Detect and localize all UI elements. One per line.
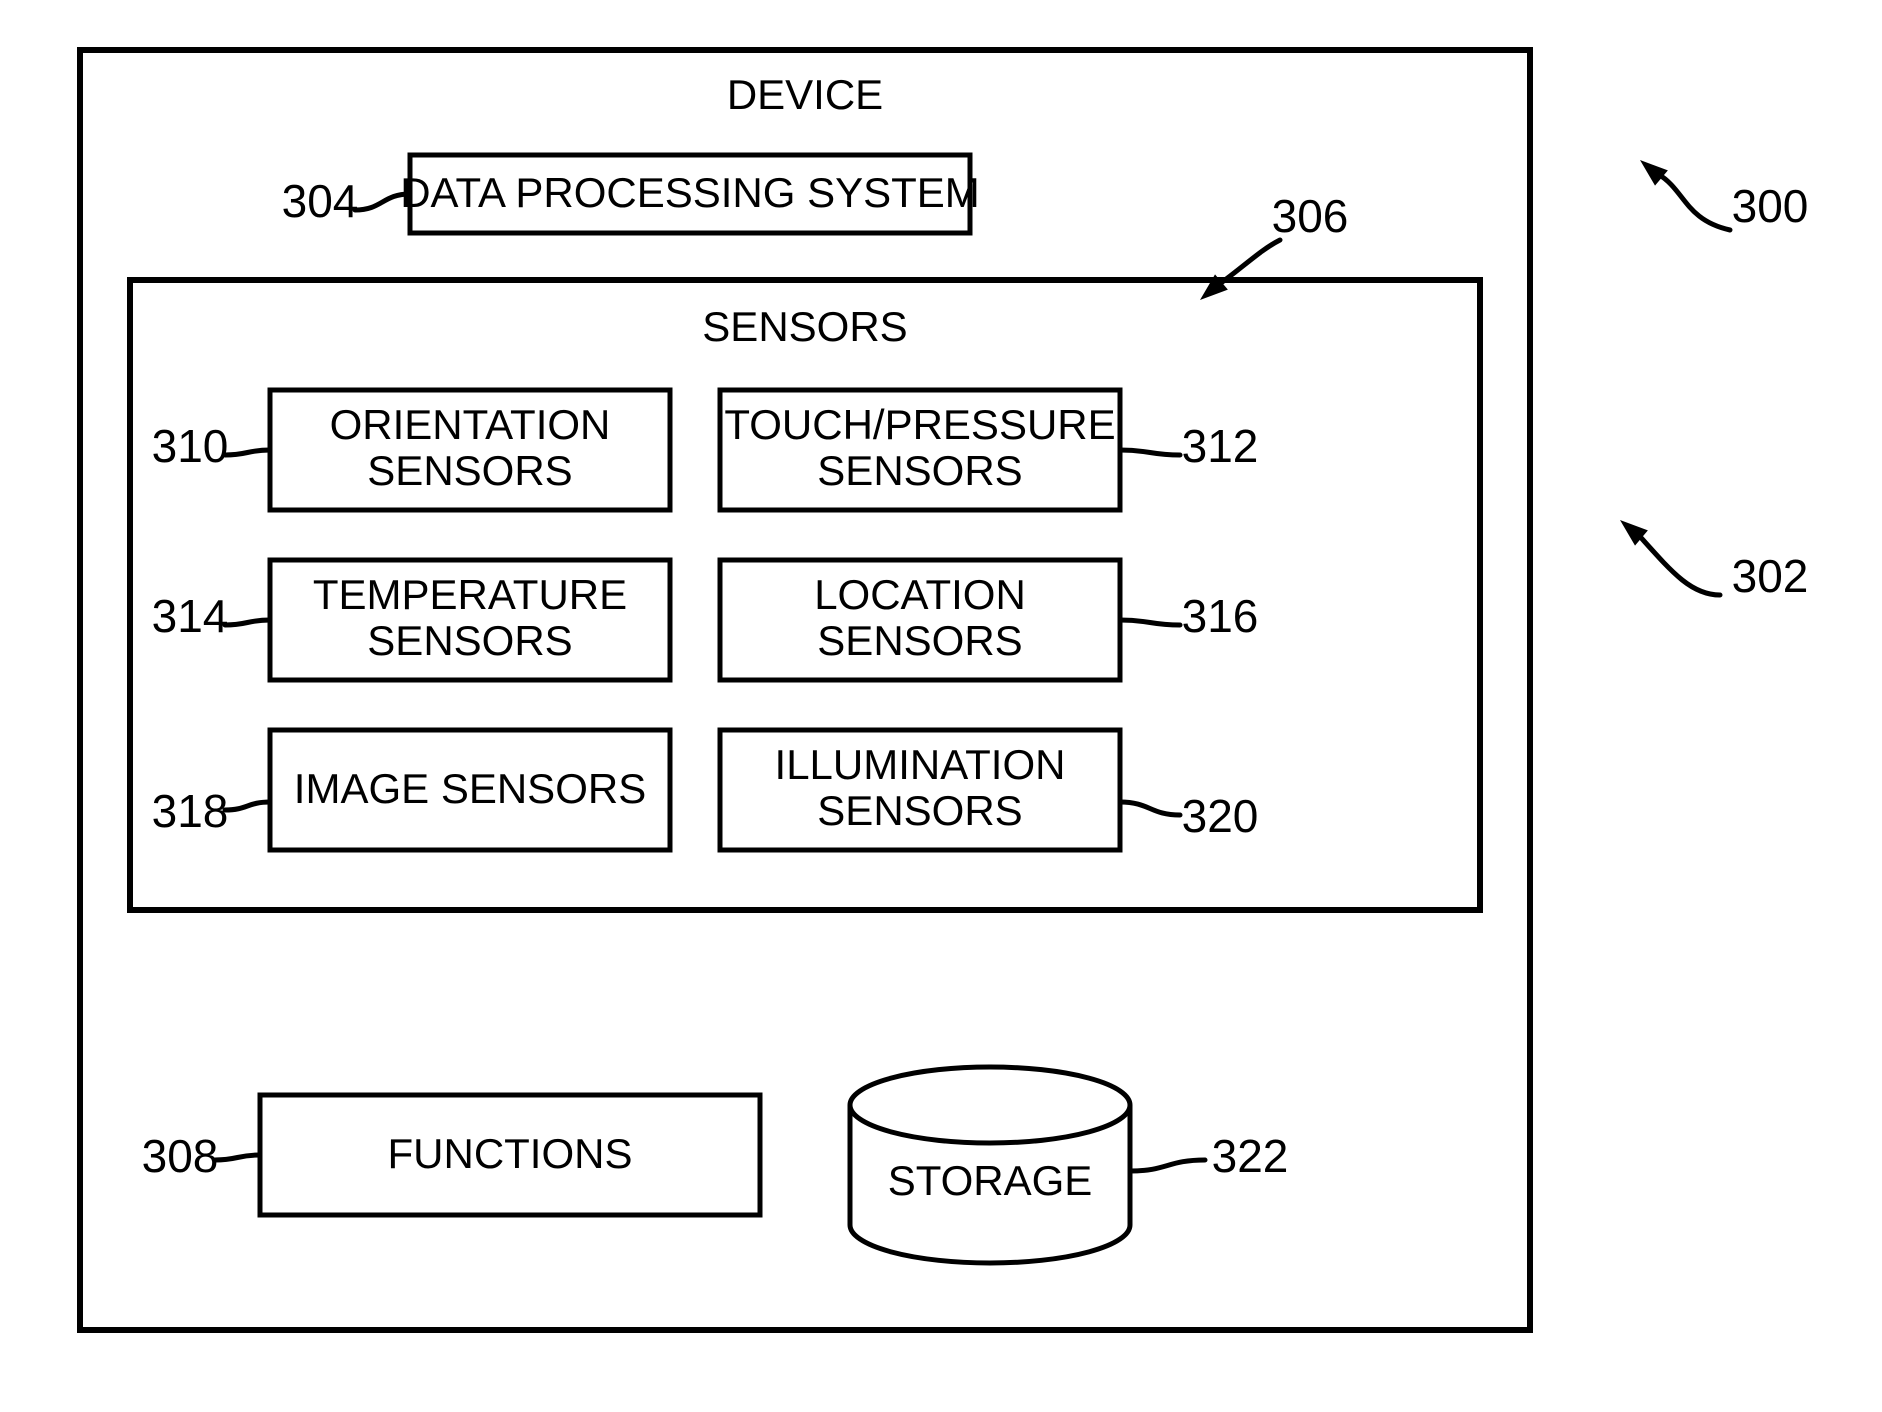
svg-text:SENSORS: SENSORS bbox=[817, 447, 1022, 494]
ref-312: 312 bbox=[1182, 420, 1259, 472]
ref-318: 318 bbox=[152, 785, 229, 837]
ref-300: 300 bbox=[1732, 180, 1809, 232]
ref-308: 308 bbox=[142, 1130, 219, 1182]
svg-text:ILLUMINATION: ILLUMINATION bbox=[775, 741, 1066, 788]
dps-title: DATA PROCESSING SYSTEM bbox=[400, 169, 980, 216]
ref-316: 316 bbox=[1182, 590, 1259, 642]
sensors-title: SENSORS bbox=[702, 303, 907, 350]
svg-text:IMAGE SENSORS: IMAGE SENSORS bbox=[294, 765, 646, 812]
svg-text:ORIENTATION: ORIENTATION bbox=[330, 401, 611, 448]
ref-314: 314 bbox=[152, 590, 229, 642]
svg-text:LOCATION: LOCATION bbox=[814, 571, 1026, 618]
svg-text:TOUCH/PRESSURE: TOUCH/PRESSURE bbox=[724, 401, 1115, 448]
diagram-canvas: DEVICEDATA PROCESSING SYSTEMSENSORSORIEN… bbox=[0, 0, 1882, 1412]
ref-310: 310 bbox=[152, 420, 229, 472]
ref-306: 306 bbox=[1272, 190, 1349, 242]
svg-text:SENSORS: SENSORS bbox=[367, 447, 572, 494]
functions-title: FUNCTIONS bbox=[388, 1130, 633, 1177]
svg-text:TEMPERATURE: TEMPERATURE bbox=[313, 571, 627, 618]
ref-322: 322 bbox=[1212, 1130, 1289, 1182]
device-title: DEVICE bbox=[727, 71, 883, 118]
ref-302: 302 bbox=[1732, 550, 1809, 602]
svg-text:SENSORS: SENSORS bbox=[817, 787, 1022, 834]
svg-text:SENSORS: SENSORS bbox=[817, 617, 1022, 664]
svg-text:SENSORS: SENSORS bbox=[367, 617, 572, 664]
ref-304: 304 bbox=[282, 175, 359, 227]
storage-title: STORAGE bbox=[888, 1157, 1093, 1204]
ref-320: 320 bbox=[1182, 790, 1259, 842]
